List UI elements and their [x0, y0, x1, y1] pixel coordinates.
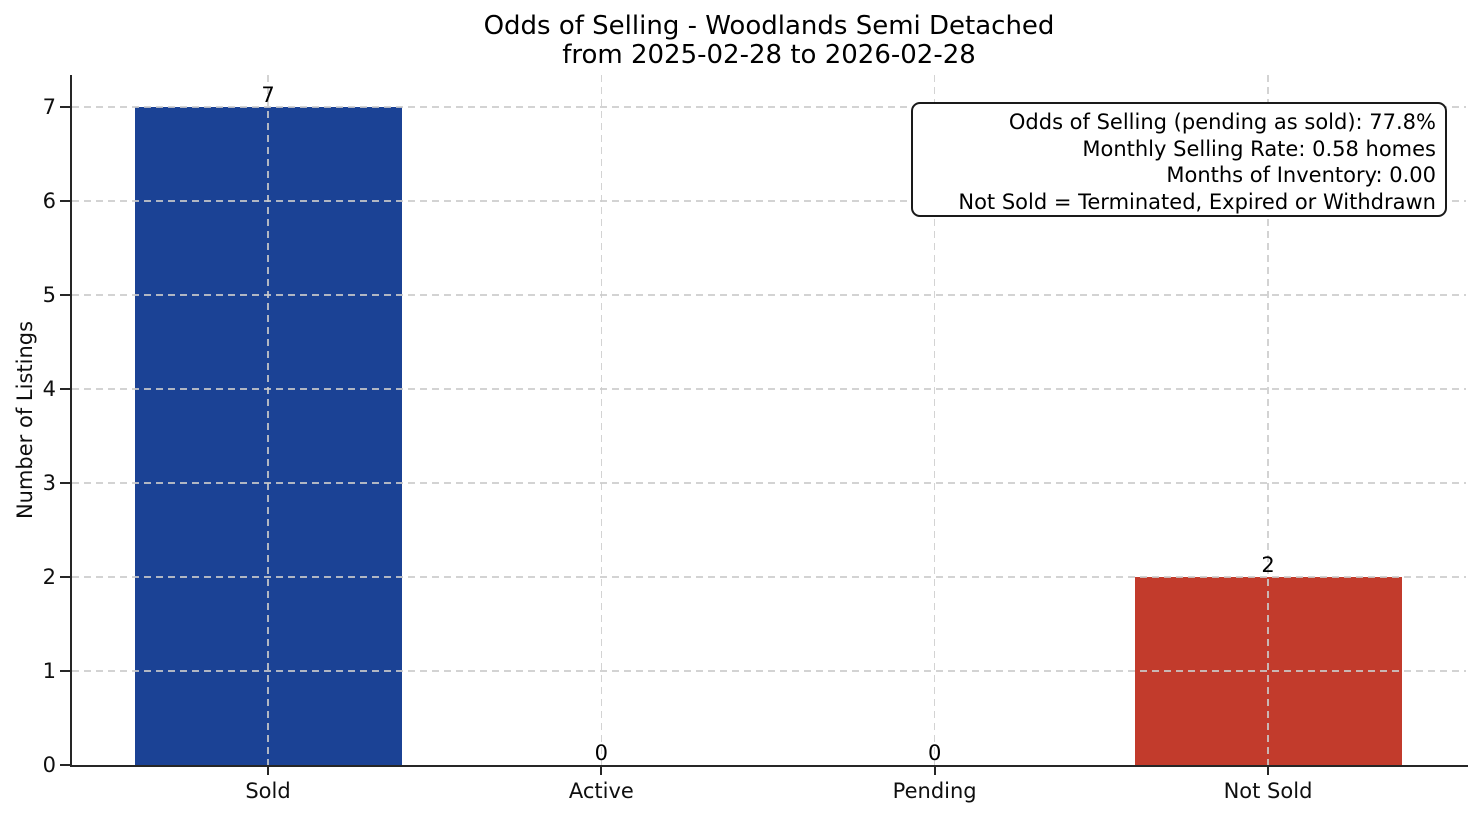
- y-tick-label: 3: [42, 471, 56, 495]
- bar-value-label: 0: [594, 741, 609, 765]
- bar-value-label: 7: [261, 83, 275, 107]
- gridline-vertical: [1267, 75, 1269, 765]
- y-tick-mark: [60, 481, 70, 485]
- gridline-horizontal: [72, 294, 1466, 296]
- gridline-horizontal: [72, 670, 1466, 672]
- gridline-vertical: [267, 75, 269, 765]
- y-tick-label: 6: [42, 189, 56, 213]
- y-tick-label: 5: [42, 283, 56, 307]
- stats-line-monthly-rate: Monthly Selling Rate: 0.58 homes: [1082, 136, 1436, 161]
- gridline-horizontal: [72, 106, 1466, 108]
- y-tick-mark: [60, 669, 70, 673]
- stats-line-not-sold-note: Not Sold = Terminated, Expired or Withdr…: [958, 189, 1436, 214]
- chart-title-line1: Odds of Selling - Woodlands Semi Detache…: [483, 11, 1055, 41]
- x-tick-label: Sold: [245, 779, 291, 803]
- y-tick-mark: [60, 293, 70, 297]
- bar-value-label: 2: [1261, 553, 1275, 577]
- chart-title-line2: from 2025-02-28 to 2026-02-28: [562, 40, 976, 70]
- x-tick-label: Pending: [892, 779, 977, 803]
- gridline-vertical: [600, 75, 603, 765]
- y-tick-mark: [60, 105, 70, 109]
- gridline-horizontal: [72, 200, 1466, 202]
- gridline-vertical: [933, 75, 936, 765]
- stats-line-inventory: Months of Inventory: 0.00: [1166, 163, 1436, 187]
- y-axis-spine: [70, 75, 73, 767]
- bar-value-label: 0: [927, 741, 942, 765]
- y-tick-label: 7: [42, 95, 56, 119]
- gridline-horizontal: [72, 576, 1466, 578]
- x-tick-mark: [266, 767, 270, 775]
- x-tick-mark: [600, 767, 603, 775]
- gridline-horizontal: [72, 388, 1466, 390]
- chart-title: Odds of Selling - Woodlands Semi Detache…: [72, 12, 1466, 70]
- y-tick-label: 4: [42, 377, 56, 401]
- x-axis-spine: [70, 765, 1468, 768]
- y-tick-mark: [60, 763, 70, 767]
- gridline-horizontal: [72, 482, 1466, 484]
- y-tick-mark: [60, 575, 70, 579]
- stats-annotation-box: Odds of Selling (pending as sold): 77.8%…: [911, 102, 1447, 217]
- stats-line-odds: Odds of Selling (pending as sold): 77.8%: [1008, 110, 1436, 134]
- x-tick-label: Not Sold: [1223, 779, 1313, 803]
- y-tick-mark: [60, 199, 70, 203]
- x-tick-mark: [1266, 767, 1270, 775]
- y-tick-label: 0: [42, 753, 56, 777]
- x-tick-mark: [933, 767, 936, 775]
- y-tick-label: 1: [42, 659, 56, 683]
- y-tick-mark: [60, 387, 70, 391]
- x-tick-label: Active: [568, 779, 634, 803]
- y-tick-label: 2: [42, 565, 56, 589]
